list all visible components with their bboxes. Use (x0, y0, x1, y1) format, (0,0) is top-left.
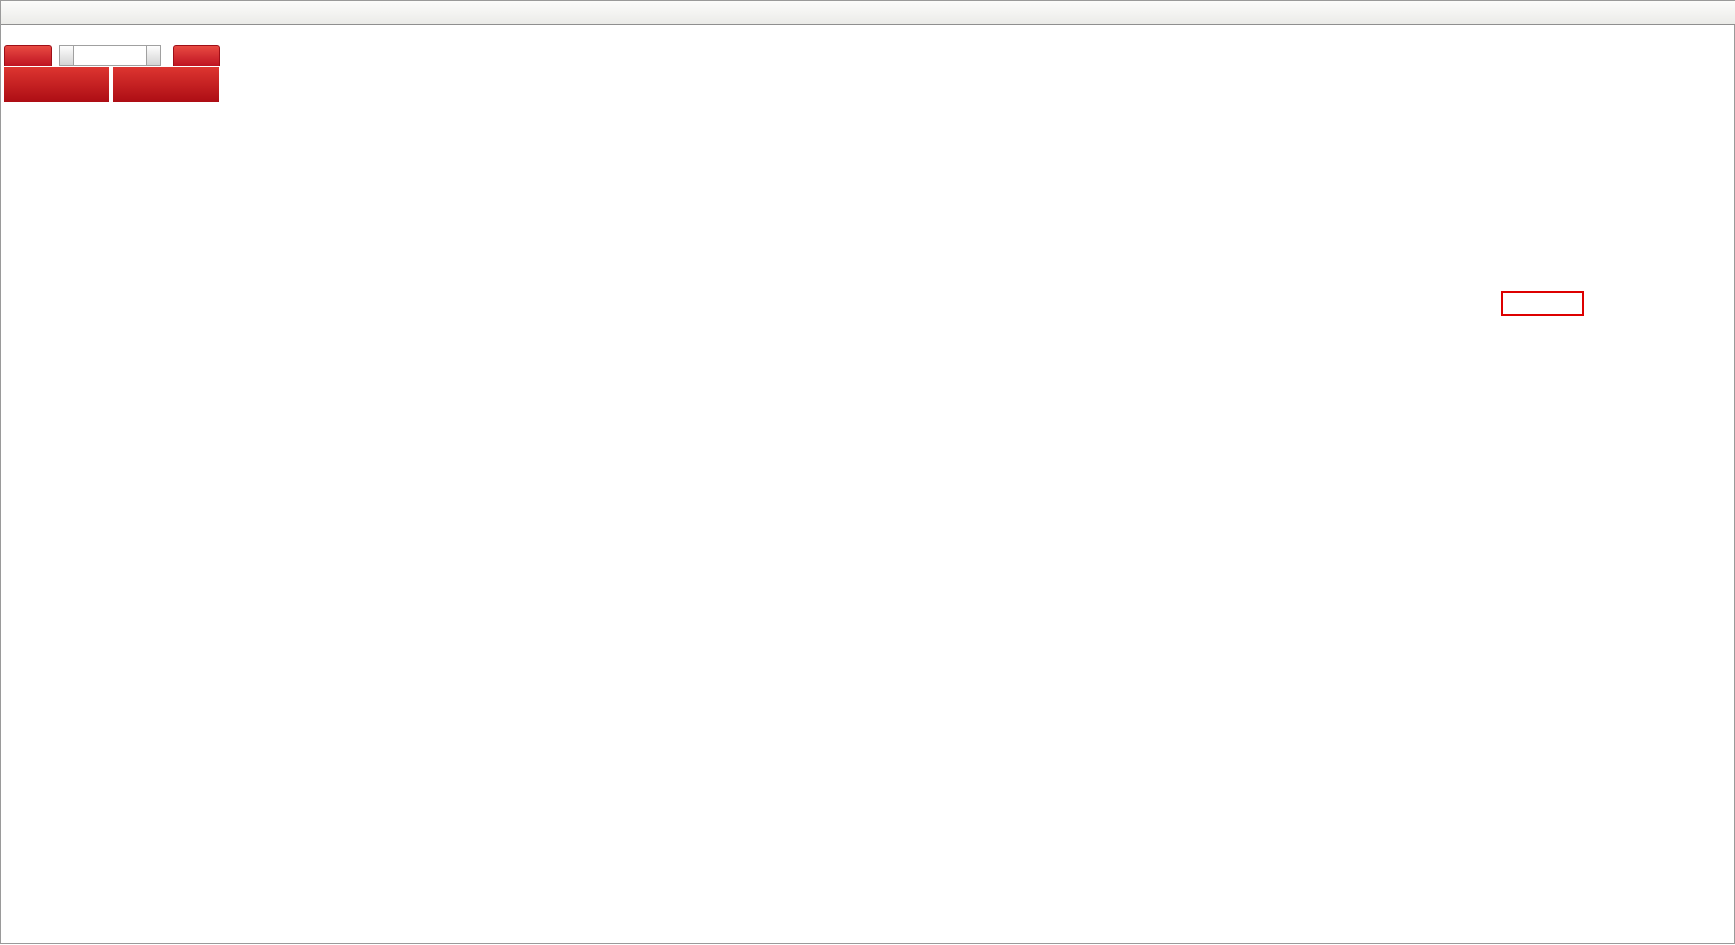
sell-price[interactable] (4, 67, 109, 102)
sell-button[interactable] (4, 45, 52, 66)
buy-button[interactable] (173, 45, 220, 66)
volume-decrease-button[interactable] (58, 45, 74, 66)
buy-price[interactable] (113, 67, 219, 102)
macd-indicator-label (7, 580, 13, 592)
volume-input[interactable] (73, 45, 146, 66)
one-click-trading-panel (4, 45, 220, 102)
toolbar (1, 1, 1735, 25)
volume-increase-button[interactable] (145, 45, 162, 66)
price-label-box[interactable] (1501, 291, 1584, 316)
rsi-indicator-label (7, 755, 13, 767)
